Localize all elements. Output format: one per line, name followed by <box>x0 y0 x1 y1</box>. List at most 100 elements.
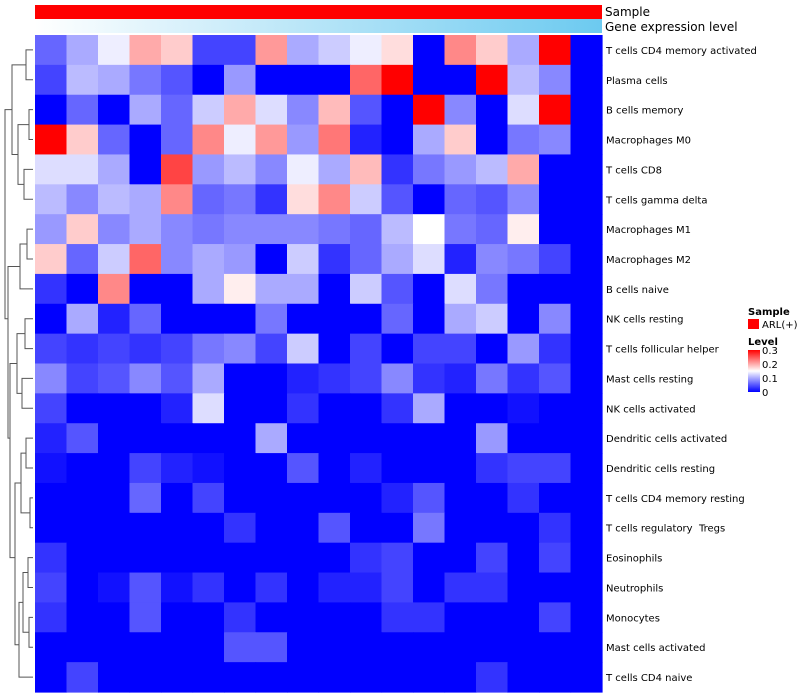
row-label: B cells memory <box>606 106 683 117</box>
heatmap-cell <box>476 154 509 185</box>
heatmap-cell <box>570 35 603 66</box>
heatmap-cell <box>318 64 351 96</box>
heatmap-cell <box>350 363 383 394</box>
heatmap-cell <box>98 303 131 335</box>
heatmap-cell <box>255 662 288 693</box>
heatmap-cell <box>476 393 509 424</box>
heatmap-cell <box>570 602 603 633</box>
heatmap-cell <box>98 94 131 126</box>
heatmap-cell <box>161 94 194 126</box>
heatmap-cell <box>444 64 477 96</box>
heatmap-cell <box>539 124 572 156</box>
heatmap-cell <box>444 333 477 365</box>
heatmap-cell <box>161 572 194 604</box>
heatmap-cell <box>444 273 477 305</box>
heatmap-cell <box>161 482 194 514</box>
heatmap-cell <box>35 184 68 215</box>
heatmap-cell <box>287 423 320 454</box>
heatmap-cell <box>35 363 68 394</box>
heatmap-cell <box>255 632 288 663</box>
heatmap-cell <box>161 64 194 96</box>
heatmap-cell <box>129 184 162 215</box>
heatmap-cell <box>318 35 351 66</box>
heatmap-cell <box>381 333 414 365</box>
heatmap-cell <box>287 64 320 96</box>
heatmap-cell <box>381 184 414 215</box>
heatmap-cell <box>255 303 288 335</box>
heatmap-cell <box>129 602 162 633</box>
heatmap-cell <box>350 64 383 96</box>
heatmap-cell <box>413 64 446 96</box>
heatmap-cell <box>381 602 414 633</box>
row-label: Mast cells resting <box>606 374 693 385</box>
heatmap-cell <box>224 662 257 693</box>
heatmap-cell <box>98 542 131 574</box>
row-label: Mast cells activated <box>606 643 705 654</box>
heatmap-cell <box>444 572 477 604</box>
row-label: Eosinophils <box>606 554 662 565</box>
heatmap-cell <box>444 602 477 633</box>
heatmap-cell <box>98 602 131 633</box>
row-label: Plasma cells <box>606 76 668 87</box>
heatmap-cell <box>318 94 351 126</box>
heatmap-cell <box>507 244 540 275</box>
heatmap-cell <box>129 244 162 275</box>
heatmap-cell <box>381 35 414 66</box>
level-legend-colorbar <box>748 350 760 392</box>
heatmap-cell <box>98 482 131 514</box>
heatmap-cell <box>224 542 257 574</box>
heatmap-cell <box>318 512 351 544</box>
heatmap-cell <box>507 572 540 604</box>
heatmap-cell <box>287 333 320 365</box>
heatmap-cell <box>224 572 257 604</box>
heatmap-cell <box>66 512 99 544</box>
heatmap-cell <box>570 482 603 514</box>
heatmap-cell <box>66 662 99 693</box>
heatmap-cell <box>129 632 162 663</box>
expression-annotation-label: Gene expression level <box>605 20 738 34</box>
heatmap-cell <box>381 542 414 574</box>
heatmap-cell <box>381 482 414 514</box>
heatmap-cell <box>539 512 572 544</box>
heatmap-cell <box>255 542 288 574</box>
heatmap-cell <box>350 482 383 514</box>
heatmap-cell <box>507 393 540 424</box>
dendrogram-branch <box>28 109 33 141</box>
heatmap-cell <box>381 273 414 305</box>
heatmap-cell <box>539 453 572 484</box>
heatmap-cell <box>318 542 351 574</box>
heatmap-cell <box>287 184 320 215</box>
heatmap-cell <box>381 64 414 96</box>
heatmap-cell <box>129 393 162 424</box>
heatmap-cell <box>192 154 225 185</box>
heatmap-cell <box>381 303 414 335</box>
sample-legend-swatch <box>748 319 759 329</box>
heatmap-cell <box>35 602 68 633</box>
row-label: NK cells resting <box>606 315 683 326</box>
heatmap-cell <box>224 423 257 454</box>
heatmap-cell <box>287 542 320 574</box>
dendrogram-branch <box>16 333 25 394</box>
heatmap-cell <box>224 94 257 126</box>
heatmap-cell <box>413 572 446 604</box>
expression-annotation-bar <box>35 19 602 33</box>
heatmap-cell <box>444 512 477 544</box>
heatmap-cell <box>507 94 540 126</box>
heatmap-cell <box>129 363 162 394</box>
heatmap-cell <box>35 244 68 275</box>
heatmap-cell <box>192 94 225 126</box>
heatmap-cell <box>287 94 320 126</box>
row-label: NK cells activated <box>606 404 696 415</box>
row-label: Macrophages M0 <box>606 136 691 147</box>
heatmap-cell <box>35 393 68 424</box>
heatmap-cell <box>192 423 225 454</box>
heatmap-cell <box>318 124 351 156</box>
heatmap-cell <box>287 602 320 633</box>
heatmap-cell <box>444 542 477 574</box>
heatmap-cell <box>507 303 540 335</box>
heatmap-cell <box>66 393 99 424</box>
heatmap-cell <box>161 423 194 454</box>
heatmap-cell <box>413 363 446 394</box>
heatmap-cell <box>224 632 257 663</box>
heatmap-cell <box>287 273 320 305</box>
